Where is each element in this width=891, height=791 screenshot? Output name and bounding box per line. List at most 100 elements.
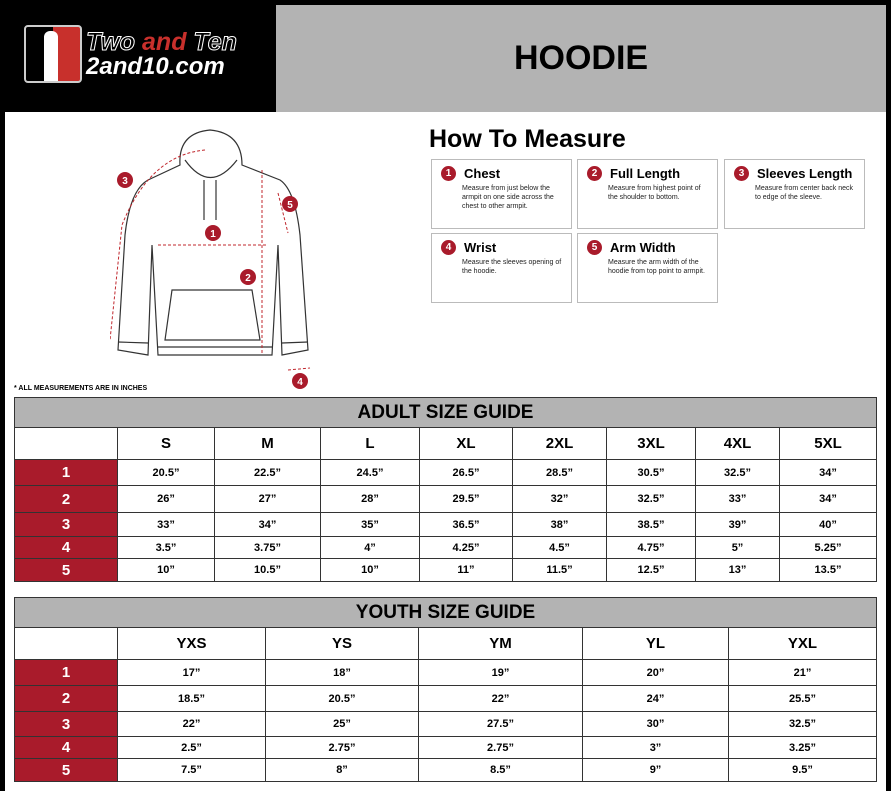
measurement-cell: 9” — [582, 758, 729, 782]
measurement-cell: 3.25” — [728, 736, 877, 759]
table-row: 4 3.5” 3.75” 4” 4.25” 4.5” 4.75” 5” 5.25” — [14, 536, 878, 559]
measurement-cell: 2.5” — [117, 736, 266, 759]
measure-title: Sleeves Length — [757, 166, 853, 181]
measurement-cell: 13.5” — [778, 558, 878, 582]
size-header: YS — [265, 627, 419, 660]
number-badge: 3 — [734, 166, 749, 181]
corner-cell — [14, 627, 118, 660]
measurement-cell: 3” — [582, 736, 729, 759]
measurement-cell: 11” — [419, 558, 513, 582]
table-row: 2 26” 27” 28” 29.5” 32” 32.5” 33” 34” — [14, 485, 878, 513]
marker-5: 5 — [282, 196, 298, 212]
measurement-cell: 2.75” — [418, 736, 583, 759]
marker-4: 4 — [292, 373, 308, 389]
youth-size-table: YOUTH SIZE GUIDE YXS YS YM YL YXL 1 17” 18” 19” 2… — [14, 597, 877, 782]
measurement-cell: 18” — [265, 659, 419, 686]
measurement-cell: 5” — [695, 536, 780, 559]
number-badge: 4 — [441, 240, 456, 255]
size-header: 3XL — [606, 427, 696, 460]
units-note: * ALL MEASUREMENTS ARE IN INCHES — [14, 385, 148, 392]
measurement-cell: 7.5” — [117, 758, 266, 782]
svg-text:2: 2 — [245, 273, 251, 284]
measurement-cell: 13” — [695, 558, 780, 582]
measurement-cell: 25” — [265, 711, 419, 737]
row-label: 2 — [14, 485, 118, 513]
logo-text: Two — [85, 27, 136, 56]
measurement-cell: 24” — [582, 685, 729, 712]
measurement-cell: 35” — [320, 512, 420, 537]
measure-card-arm-width: 5 Arm Width Measure the arm width of the h… — [577, 233, 718, 303]
measurement-cell: 3.5” — [117, 536, 215, 559]
measurement-cell: 25.5” — [728, 685, 877, 712]
number-badge: 1 — [441, 166, 456, 181]
measurement-cell: 27” — [214, 485, 321, 513]
size-header: 4XL — [695, 427, 780, 460]
measurement-cell: 39” — [695, 512, 780, 537]
logo-text: and — [142, 27, 187, 56]
svg-text:1: 1 — [210, 229, 216, 240]
measurement-cell: 26” — [117, 485, 215, 513]
row-label: 1 — [14, 659, 118, 686]
measurement-cell: 8.5” — [418, 758, 583, 782]
marker-1: 1 — [205, 225, 221, 241]
row-label: 5 — [14, 558, 118, 582]
measurement-cell: 10” — [320, 558, 420, 582]
measure-title: Chest — [464, 166, 501, 181]
size-header: YL — [582, 627, 729, 660]
marker-2: 2 — [240, 269, 256, 285]
size-header-row: YXS YS YM YL YXL — [14, 627, 877, 660]
measure-title: Wrist — [464, 240, 497, 255]
number-badge: 5 — [587, 240, 602, 255]
measurement-cell: 3.75” — [214, 536, 321, 559]
measure-card-full-length: 2 Full Length Measure from highest point o… — [577, 159, 718, 229]
size-header: M — [214, 427, 321, 460]
measure-title: Arm Width — [610, 240, 676, 255]
measurement-cell: 38” — [512, 512, 607, 537]
page-title: HOODIE — [276, 5, 886, 112]
hoodie-diagram: 1 2 3 4 5 — [110, 129, 311, 389]
measurement-cell: 21” — [728, 659, 877, 686]
measure-title: Full Length — [610, 166, 681, 181]
measurement-cell: 32.5” — [695, 459, 780, 486]
svg-text:4: 4 — [297, 377, 303, 388]
measurement-cell: 40” — [778, 512, 878, 537]
measurement-cell: 22” — [117, 711, 266, 737]
svg-text:3: 3 — [122, 176, 128, 187]
measurement-cell: 38.5” — [606, 512, 696, 537]
measure-description: Measure from highest point of the should… — [608, 185, 701, 201]
how-to-measure-heading: How To Measure — [429, 125, 626, 153]
size-header: XL — [419, 427, 513, 460]
row-label: 3 — [14, 512, 118, 537]
measurement-cell: 10.5” — [214, 558, 321, 582]
measurement-cell: 32.5” — [606, 485, 696, 513]
size-header-row: S M L XL 2XL 3XL 4XL 5XL — [14, 427, 878, 460]
measurement-cell: 32” — [512, 485, 607, 513]
measurement-cell: 33” — [117, 512, 215, 537]
adult-table-title: ADULT SIZE GUIDE — [13, 397, 878, 428]
marker-3: 3 — [117, 172, 133, 188]
measurement-cell: 34” — [778, 459, 878, 486]
measurement-cell: 36.5” — [419, 512, 513, 537]
measurement-cell: 26.5” — [419, 459, 513, 486]
measure-card-wrist: 4 Wrist Measure the sleeves opening of the… — [431, 233, 572, 303]
size-header: S — [117, 427, 215, 460]
logo-url: 2and10.com — [86, 52, 225, 80]
measurement-cell: 20” — [582, 659, 729, 686]
size-header: 2XL — [512, 427, 607, 460]
row-label: 5 — [14, 758, 118, 782]
table-row: 3 33” 34” 35” 36.5” 38” 38.5” 39” 40” — [14, 512, 878, 537]
table-row: 5 10” 10.5” 10” 11” 11.5” 12.5” 13” 13.5” — [14, 558, 878, 582]
corner-cell — [14, 427, 118, 460]
brand-logo: Two and Ten 2and10.com — [24, 25, 237, 83]
measurement-cell: 18.5” — [117, 685, 266, 712]
measurement-cell: 33” — [695, 485, 780, 513]
measure-card-chest: 1 Chest Measure from just below the armpit… — [431, 159, 572, 229]
measurement-cell: 20.5” — [265, 685, 419, 712]
measurement-cell: 29.5” — [419, 485, 513, 513]
row-label: 4 — [14, 736, 118, 759]
measurement-cell: 34” — [778, 485, 878, 513]
measurement-cell: 32.5” — [728, 711, 877, 737]
measurement-cell: 8” — [265, 758, 419, 782]
measurement-cell: 20.5” — [117, 459, 215, 486]
measurement-cell: 19” — [418, 659, 583, 686]
